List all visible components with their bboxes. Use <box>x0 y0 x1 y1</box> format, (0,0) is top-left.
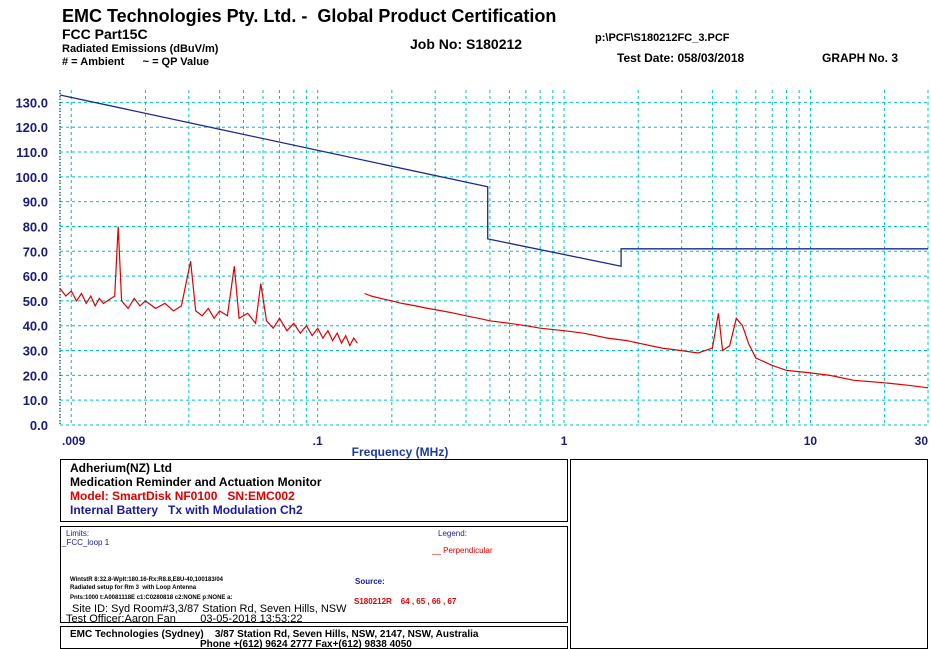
settings: WintstR 8:32.8-Wplt:180.16-Rx:R8.8,E8U-4… <box>70 577 224 583</box>
file-path: p:\PCF\S180212FC_3.PCF <box>595 32 730 44</box>
plot: .009 .1 1 10 30 0.0 10.0 20.0 30.0 40.0 50.0 60.0 70… <box>15 90 929 448</box>
x-tick-label: .1 <box>313 434 323 448</box>
source: S180212R 64 , 65 , 66 , 67 <box>354 597 457 606</box>
client: Adherium(NZ) Ltd <box>70 461 172 475</box>
y-tick-label: 0.0 <box>30 418 48 433</box>
site: Site ID: Syd Room#3,3/87 Station Rd, Sev… <box>72 603 347 615</box>
model: Model: SmartDisk NF0100 SN:EMC002 <box>70 489 295 503</box>
config: Internal Battery Tx with Modulation Ch2 <box>70 503 303 517</box>
y-tick-label: 20.0 <box>23 368 48 383</box>
series-line <box>59 226 929 389</box>
graph-number: GRAPH No. 3 <box>822 51 898 65</box>
limit-name: _FCC_loop 1 <box>61 538 110 547</box>
y-tick-label: 90.0 <box>23 195 48 210</box>
settings-box <box>60 526 568 623</box>
y-tick-label: 130.0 <box>15 95 48 110</box>
y-tick-label: 110.0 <box>16 145 48 160</box>
y-tick-label: 60.0 <box>23 269 48 284</box>
legend-entry: __ Perpendicular <box>431 546 493 555</box>
points: Pnts:1000 t:A0081118E c1:C0280818 c2:NON… <box>70 595 232 601</box>
report-title: EMC Technologies Pty. Ltd. - Global Prod… <box>62 6 556 26</box>
y-tick-label: 70.0 <box>23 244 48 259</box>
x-tick-label: 1 <box>561 434 568 448</box>
x-axis-label: Frequency (MHz) <box>352 445 449 459</box>
x-tick-label: .009 <box>62 434 86 448</box>
measurement: Radiated Emissions (dBuV/m) <box>62 43 219 55</box>
x-tick-label: 30 <box>915 434 929 448</box>
side-box <box>570 459 928 649</box>
standard: FCC Part15C <box>62 26 148 42</box>
y-tick-label: 80.0 <box>23 219 48 234</box>
y-tick-label: 120.0 <box>15 120 48 135</box>
y-tick-label: 40.0 <box>23 319 48 334</box>
company: EMC Technologies (Sydney) 3/87 Station R… <box>70 629 479 640</box>
officer: Test Officer:Aaron Fan 03-05-2018 13:53:… <box>66 613 302 625</box>
y-tick-label: 10.0 <box>23 393 48 408</box>
job-number: Job No: S180212 <box>410 36 522 52</box>
phone: Phone +(612) 9624 2777 Fax+(612) 9838 40… <box>200 639 412 649</box>
limits-title: Limits: <box>66 529 89 538</box>
y-tick-label: 100.0 <box>15 170 48 185</box>
source-title: Source: <box>355 577 385 586</box>
y-tick-label: 50.0 <box>23 294 48 309</box>
x-tick-label: 10 <box>804 434 818 448</box>
setup: Radiated setup for Rm 3 with Loop Antenn… <box>70 585 197 591</box>
product-box <box>60 459 568 522</box>
test-date: Test Date: 058/03/2018 <box>617 51 745 65</box>
product: Medication Reminder and Actuation Monito… <box>70 475 322 489</box>
series-line <box>59 94 928 267</box>
legend-title: Legend: <box>438 529 467 538</box>
key: # = Ambient ~ = QP Value <box>62 56 209 68</box>
y-tick-label: 30.0 <box>23 344 48 359</box>
